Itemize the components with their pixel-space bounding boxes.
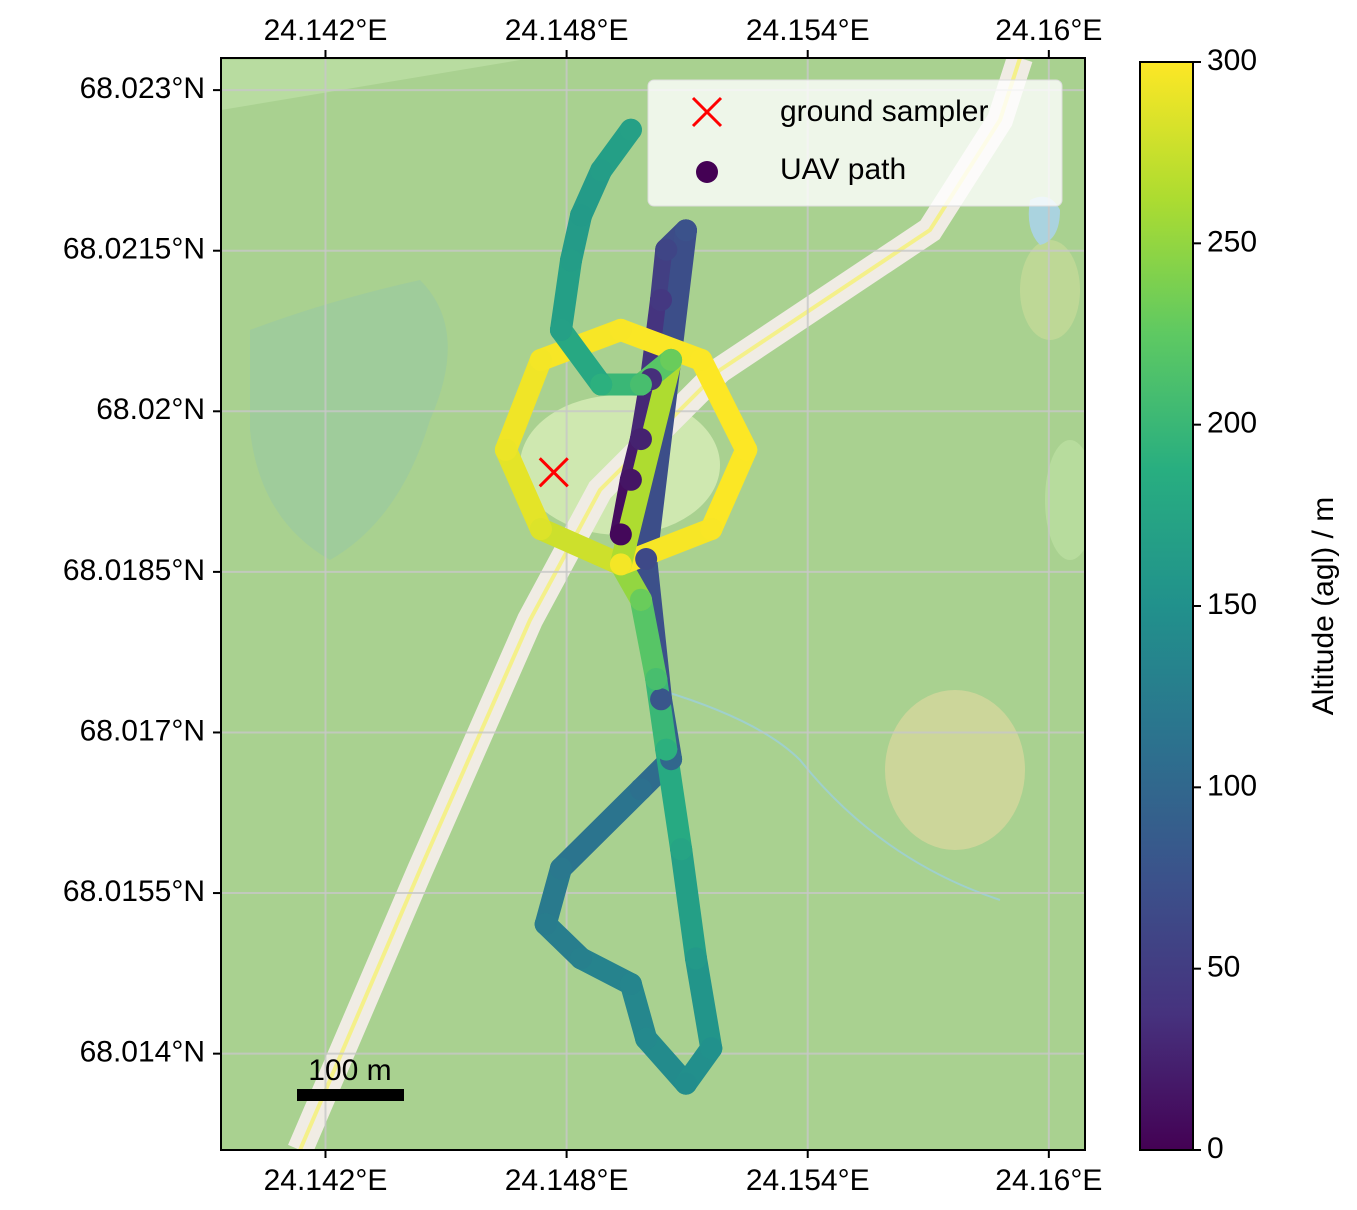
x-tick-label: 24.16°E <box>995 1164 1102 1197</box>
path-segment <box>684 947 723 1060</box>
legend-marker <box>696 161 718 183</box>
path-point <box>560 249 583 272</box>
path-point <box>549 857 572 880</box>
path-point <box>529 518 552 541</box>
path-segment <box>609 318 713 371</box>
path-point <box>590 373 613 396</box>
path-segment <box>690 348 758 461</box>
path-segment <box>529 518 632 576</box>
legend-marker <box>691 96 723 128</box>
path-segment <box>549 249 583 341</box>
path-point <box>700 518 723 541</box>
path-point <box>670 838 693 861</box>
path-point <box>629 428 652 451</box>
map-wetland <box>250 280 448 560</box>
colorbar-label: Altitude (agl) / m <box>1307 497 1340 715</box>
x-tick-label: 24.154°E <box>746 14 870 47</box>
path-point <box>684 947 707 970</box>
path-point <box>655 738 678 761</box>
y-tick-label: 68.014°N <box>80 1036 205 1069</box>
y-tick-label: 68.023°N <box>80 72 205 105</box>
path-segment <box>670 838 707 970</box>
scale-bar-label: 100 m <box>308 1054 391 1087</box>
path-segment <box>494 348 552 461</box>
y-tick-label: 68.0185°N <box>63 554 205 587</box>
path-point <box>570 947 593 970</box>
map-patch <box>1045 440 1085 560</box>
path-point <box>674 1072 697 1095</box>
y-tick-label: 68.017°N <box>80 714 205 747</box>
colorbar-tick-label: 100 <box>1207 769 1257 802</box>
path-point <box>650 688 673 711</box>
colorbar-tick-label: 0 <box>1207 1132 1224 1165</box>
colorbar-tick-label: 300 <box>1207 44 1257 77</box>
map-area <box>221 60 520 110</box>
path-point <box>529 348 552 371</box>
path-segment <box>549 778 652 880</box>
y-tick-label: 68.0155°N <box>63 875 205 908</box>
y-tick-label: 68.0215°N <box>63 233 205 266</box>
legend <box>647 79 1063 207</box>
x-tick-label: 24.142°E <box>264 1164 388 1197</box>
path-point <box>655 238 678 261</box>
path-point <box>609 523 632 546</box>
x-tick-label: 24.148°E <box>505 14 629 47</box>
path-point <box>645 667 668 690</box>
colorbar-tick-label: 200 <box>1207 407 1257 440</box>
path-point <box>570 204 593 227</box>
path-point <box>619 973 642 996</box>
x-tick-label: 24.16°E <box>995 14 1102 47</box>
path-point <box>629 373 652 396</box>
marks <box>494 118 758 1095</box>
x-marker <box>538 457 569 488</box>
map-stream <box>659 689 1001 901</box>
colorbar-tick-label: 50 <box>1207 951 1240 984</box>
map-pond <box>1028 196 1060 245</box>
path-point <box>674 219 697 242</box>
colorbar-tick-label: 150 <box>1207 588 1257 621</box>
path-point <box>635 1027 658 1050</box>
path-point <box>700 1037 723 1060</box>
colorbar <box>1139 61 1194 1151</box>
x-tick-label: 24.142°E <box>264 14 388 47</box>
path-segment <box>549 318 613 396</box>
path-segment <box>494 438 552 541</box>
path-point <box>619 468 642 491</box>
path-point <box>650 288 673 311</box>
path-point <box>619 118 642 141</box>
ground-sampler <box>538 457 569 488</box>
path-point <box>629 588 652 611</box>
path-point <box>609 318 632 341</box>
path-point <box>735 438 758 461</box>
x-tick-label: 24.148°E <box>505 1164 629 1197</box>
map-patch <box>885 690 1025 850</box>
colorbar-tick-label: 250 <box>1207 225 1257 258</box>
path-point <box>609 553 632 576</box>
path-point <box>590 159 613 182</box>
path-point <box>629 778 652 801</box>
path-point <box>690 348 713 371</box>
path-point <box>549 318 572 341</box>
path-point <box>635 548 658 571</box>
path-segment <box>629 588 668 690</box>
map-patch <box>1020 240 1080 340</box>
path-point <box>534 913 557 936</box>
path-segment <box>700 438 758 541</box>
y-tick-label: 68.02°N <box>96 393 205 426</box>
plot-frame <box>220 57 1086 1151</box>
x-tick-label: 24.154°E <box>746 1164 870 1197</box>
path-point <box>494 438 517 461</box>
legend-label: ground sampler <box>780 95 988 128</box>
path-point <box>660 348 683 371</box>
legend-label: UAV path <box>780 153 906 186</box>
